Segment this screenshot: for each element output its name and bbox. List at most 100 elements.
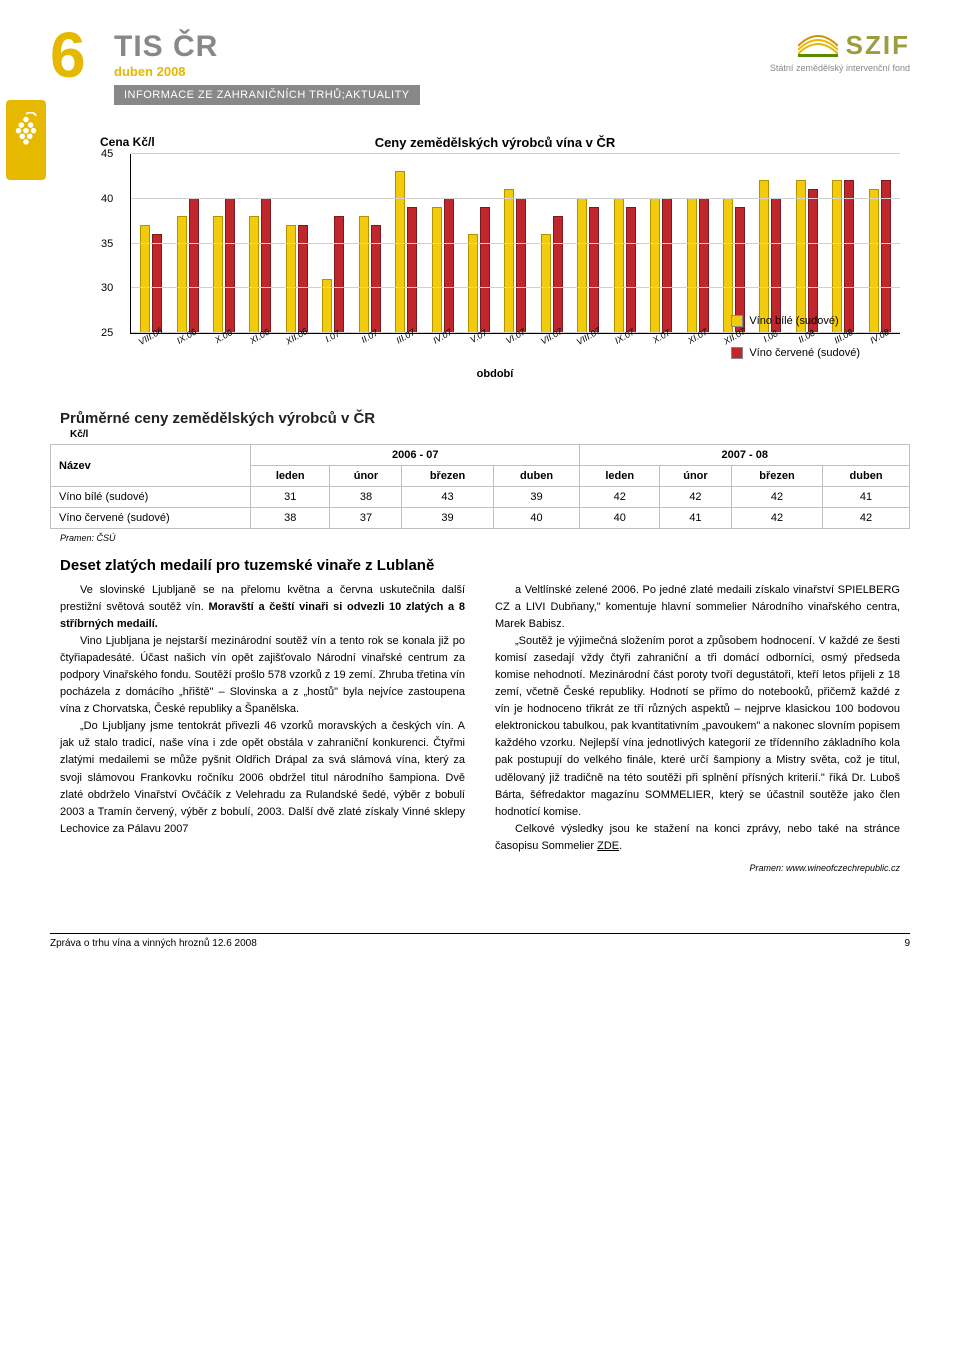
bar-red: [844, 180, 854, 333]
article-title: Deset zlatých medailí pro tuzemské vinař…: [60, 557, 910, 574]
table-head: Název 2006 - 07 2007 - 08 ledenúnorbřeze…: [51, 445, 910, 487]
chart-ytick: 40: [101, 193, 113, 205]
chart-ytick: 25: [101, 327, 113, 339]
legend-label: Víno bílé (sudové): [749, 315, 838, 327]
bar-red: [152, 234, 162, 333]
chart-bar-group: [572, 198, 604, 333]
cell-value: 42: [580, 487, 659, 508]
cell-value: 31: [251, 487, 330, 508]
cell-value: 38: [251, 508, 330, 529]
bar-yellow: [249, 216, 259, 333]
legend-swatch-yellow: [731, 315, 743, 327]
chart-bar-group: [754, 180, 786, 333]
bar-red: [626, 207, 636, 333]
chart-bar-group: [281, 225, 313, 333]
table-title: Průměrné ceny zemědělských výrobců v ČR: [60, 410, 910, 427]
bar-yellow: [577, 198, 587, 333]
cell-name: Víno bílé (sudové): [51, 487, 251, 508]
cell-value: 37: [330, 508, 402, 529]
bar-yellow: [177, 216, 187, 333]
article-paragraph: Vino Ljubljana je nejstarší mezinárodní …: [60, 633, 465, 718]
article-paragraph: „Soutěž je výjimečná složením porot a zp…: [495, 633, 900, 821]
bar-yellow: [504, 189, 514, 333]
szif-block: SZIF Státní zemědělský intervenční fond: [770, 30, 910, 73]
cell-value: 38: [330, 487, 402, 508]
chart-bar-group: [645, 198, 677, 333]
page-footer: Zpráva o trhu vína a vinných hroznů 12.6…: [50, 933, 910, 949]
publication-name: TIS ČR: [114, 30, 420, 64]
bar-red: [225, 198, 235, 333]
issue-number-value: 6: [50, 30, 110, 81]
chart-bar-group: [354, 216, 386, 333]
chart-ytick: 30: [101, 282, 113, 294]
chart-bar-group: [681, 198, 713, 333]
bar-yellow: [723, 198, 733, 333]
col-month-header: duben: [493, 466, 580, 487]
cell-value: 39: [493, 487, 580, 508]
bar-red: [553, 216, 563, 333]
legend-item: Víno bílé (sudové): [731, 315, 860, 327]
bar-red: [298, 225, 308, 333]
section-bar: INFORMACE ZE ZAHRANIČNÍCH TRHŮ;AKTUALITY: [114, 85, 420, 105]
cell-value: 41: [659, 508, 731, 529]
chart-plot-area: 2530354045: [130, 154, 900, 334]
article-paragraph: „Do Ljubljany jsme tentokrát přivezli 46…: [60, 718, 465, 837]
bar-yellow: [468, 234, 478, 333]
footer-left: Zpráva o trhu vína a vinných hroznů 12.6…: [50, 938, 257, 949]
chart-bar-group: [135, 225, 167, 333]
bar-yellow: [687, 198, 697, 333]
szif-subtitle: Státní zemědělský intervenční fond: [770, 63, 910, 73]
bar-yellow: [650, 198, 660, 333]
issue-number: 6: [50, 30, 110, 100]
cell-value: 42: [731, 508, 822, 529]
chart-bar-group: [426, 198, 458, 333]
cell-value: 43: [402, 487, 493, 508]
bar-red: [189, 198, 199, 333]
bar-yellow: [832, 180, 842, 333]
cell-value: 42: [659, 487, 731, 508]
legend-label: Víno červené (sudové): [749, 347, 860, 359]
chart-ylabel: Cena Kč/l: [100, 135, 155, 149]
col-month-header: leden: [251, 466, 330, 487]
bar-red: [334, 216, 344, 333]
bar-red: [371, 225, 381, 333]
price-chart: Cena Kč/l Ceny zemědělských výrobců vína…: [90, 135, 900, 380]
article-source: Pramen: www.wineofczechrepublic.cz: [50, 863, 910, 873]
chart-bar-group: [463, 207, 495, 333]
col-month-header: únor: [659, 466, 731, 487]
bar-red: [808, 189, 818, 333]
bar-yellow: [359, 216, 369, 333]
article-body: Ve slovinské Ljubljaně se na přelomu kvě…: [50, 582, 910, 855]
col-month-header: únor: [330, 466, 402, 487]
header-left: 6 TIS ČR duben 2008 INFORMACE ZE ZAHRANI…: [50, 30, 420, 105]
bar-red: [662, 198, 672, 333]
col-month-header: březen: [731, 466, 822, 487]
bar-yellow: [213, 216, 223, 333]
cell-value: 41: [823, 487, 910, 508]
article-paragraph: a Veltlínské zelené 2006. Po jedné zlaté…: [495, 582, 900, 633]
table-row: Víno červené (sudové)3837394040414242: [51, 508, 910, 529]
chart-ytick: 35: [101, 238, 113, 250]
cell-value: 42: [731, 487, 822, 508]
bar-yellow: [869, 189, 879, 333]
chart-bar-group: [791, 180, 823, 333]
bar-red: [771, 198, 781, 333]
legend-item: Víno červené (sudové): [731, 347, 860, 359]
szif-label: SZIF: [846, 30, 910, 61]
bar-yellow: [432, 207, 442, 333]
cell-value: 40: [493, 508, 580, 529]
price-table: Název 2006 - 07 2007 - 08 ledenúnorbřeze…: [50, 444, 910, 529]
chart-bar-group: [863, 180, 895, 333]
article-paragraph: Ve slovinské Ljubljaně se na přelomu kvě…: [60, 582, 465, 633]
cell-value: 40: [580, 508, 659, 529]
col-group-1: 2006 - 07: [251, 445, 580, 466]
chart-bar-group: [208, 198, 240, 333]
bar-yellow: [614, 198, 624, 333]
bar-yellow: [796, 180, 806, 333]
bar-red: [444, 198, 454, 333]
chart-title: Ceny zemědělských výrobců vína v ČR: [375, 135, 616, 150]
table-source: Pramen: ČSÚ: [60, 533, 910, 543]
chart-bar-group: [244, 198, 276, 333]
bar-red: [261, 198, 271, 333]
bar-red: [480, 207, 490, 333]
